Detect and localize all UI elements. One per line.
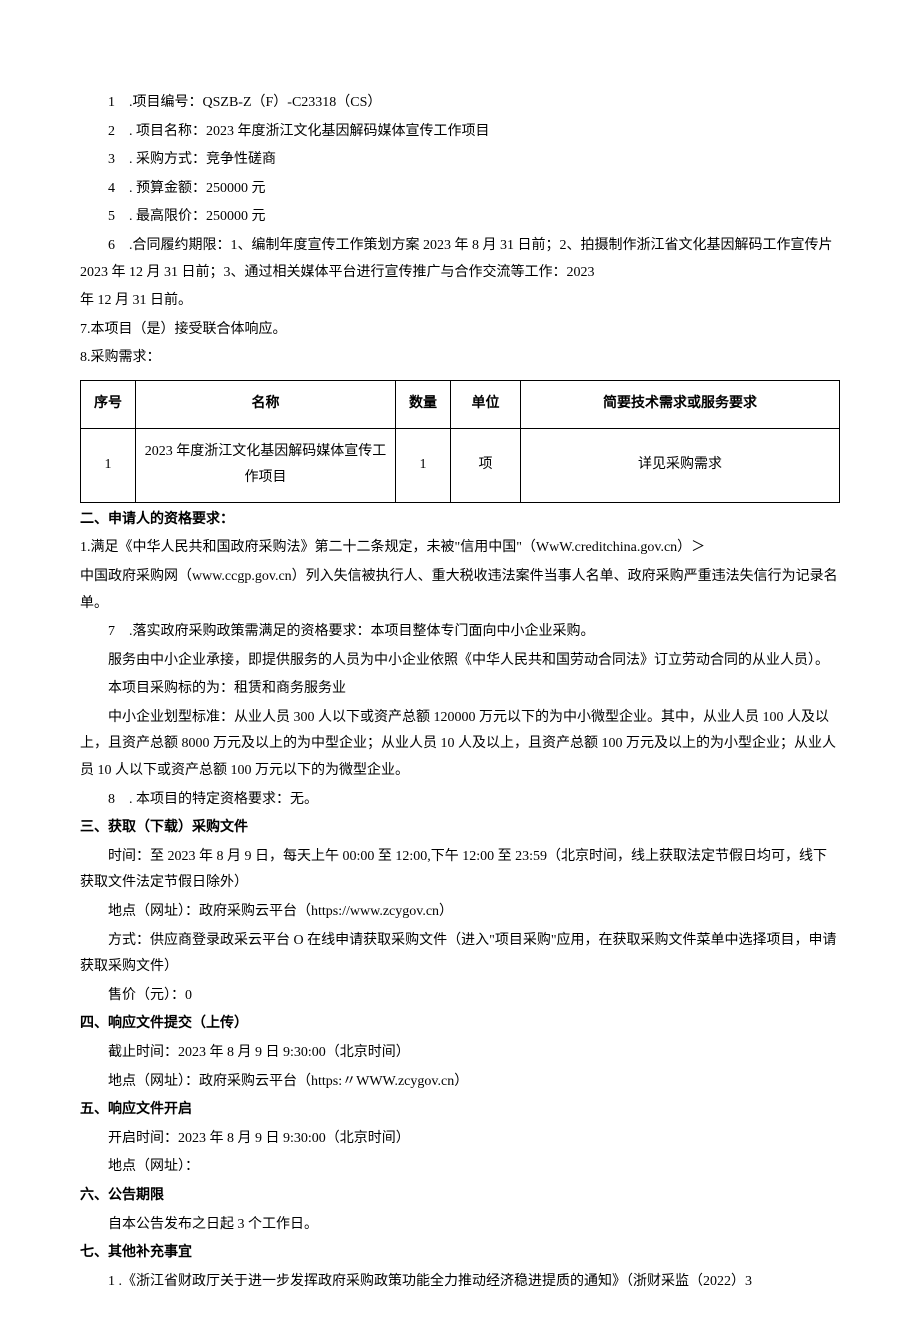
th-unit: 单位 [451,380,521,428]
td-qty: 1 [396,428,451,502]
requirements-table: 序号 名称 数量 单位 简要技术需求或服务要求 1 2023 年度浙江文化基因解… [80,380,840,503]
s2-p3: 本项目采购标的为：租赁和商务服务业 [80,676,840,703]
table-row: 1 2023 年度浙江文化基因解码媒体宣传工作项目 1 项 详见采购需求 [81,428,840,502]
s4-p2: 地点（网址）：政府采购云平台（https:〃WWW.zcygov.cn） [80,1069,840,1096]
s2-p2: 服务由中小企业承接，即提供服务的人员为中小企业依照《中华人民共和国劳动合同法》订… [80,648,840,675]
item-3: 3 . 采购方式：竞争性磋商 [80,147,840,174]
section-2-title: 二、申请人的资格要求： [80,507,840,534]
td-unit: 项 [451,428,521,502]
item-8: 8.采购需求： [80,345,840,372]
td-seq: 1 [81,428,136,502]
s7-p1: 1 .《浙江省财政厅关于进一步发挥政府采购政策功能全力推动经济稳进提质的通知》（… [80,1269,840,1296]
s5-p2: 地点（网址）： [80,1154,840,1181]
s2-8: 8 . 本项目的特定资格要求：无。 [80,787,840,814]
s5-p1: 开启时间：2023 年 8 月 9 日 9:30:00（北京时间） [80,1126,840,1153]
s2-1b: 中国政府采购网（www.ccgp.gov.cn）列入失信被执行人、重大税收违法案… [80,564,840,617]
item-7: 7.本项目（是）接受联合体响应。 [80,317,840,344]
td-req: 详见采购需求 [521,428,840,502]
section-4-title: 四、响应文件提交（上传） [80,1011,840,1038]
section-6-title: 六、公告期限 [80,1183,840,1210]
table-header-row: 序号 名称 数量 单位 简要技术需求或服务要求 [81,380,840,428]
s4-p1: 截止时间：2023 年 8 月 9 日 9:30:00（北京时间） [80,1040,840,1067]
th-req: 简要技术需求或服务要求 [521,380,840,428]
s2-p4: 中小企业划型标准：从业人员 300 人以下或资产总额 120000 万元以下的为… [80,705,840,785]
s3-p1: 时间：至 2023 年 8 月 9 日，每天上午 00:00 至 12:00,下… [80,844,840,897]
section-5-title: 五、响应文件开启 [80,1097,840,1124]
s3-p3: 方式：供应商登录政采云平台 O 在线申请获取采购文件（进入"项目采购"应用，在获… [80,928,840,981]
item-1: 1 .项目编号：QSZB-Z（F）-C23318（CS） [80,90,840,117]
item-5: 5 . 最高限价：250000 元 [80,204,840,231]
section-3-title: 三、获取（下载）采购文件 [80,815,840,842]
s3-p2: 地点（网址）：政府采购云平台（https://www.zcygov.cn） [80,899,840,926]
item-6: 6 .合同履约期限：1、编制年度宣传工作策划方案 2023 年 8 月 31 日… [80,233,840,286]
td-name: 2023 年度浙江文化基因解码媒体宣传工作项目 [136,428,396,502]
item-4: 4 . 预算金额：250000 元 [80,176,840,203]
section-7-title: 七、其他补充事宜 [80,1240,840,1267]
s6-p1: 自本公告发布之日起 3 个工作日。 [80,1212,840,1239]
s3-p4: 售价（元）：0 [80,983,840,1010]
s2-1a: 1.满足《中华人民共和国政府采购法》第二十二条规定，未被"信用中国"（WwW.c… [80,535,840,562]
item-6b: 年 12 月 31 日前。 [80,288,840,315]
th-seq: 序号 [81,380,136,428]
th-qty: 数量 [396,380,451,428]
th-name: 名称 [136,380,396,428]
item-2: 2 . 项目名称：2023 年度浙江文化基因解码媒体宣传工作项目 [80,119,840,146]
s2-7: 7 .落实政府采购政策需满足的资格要求：本项目整体专门面向中小企业采购。 [80,619,840,646]
